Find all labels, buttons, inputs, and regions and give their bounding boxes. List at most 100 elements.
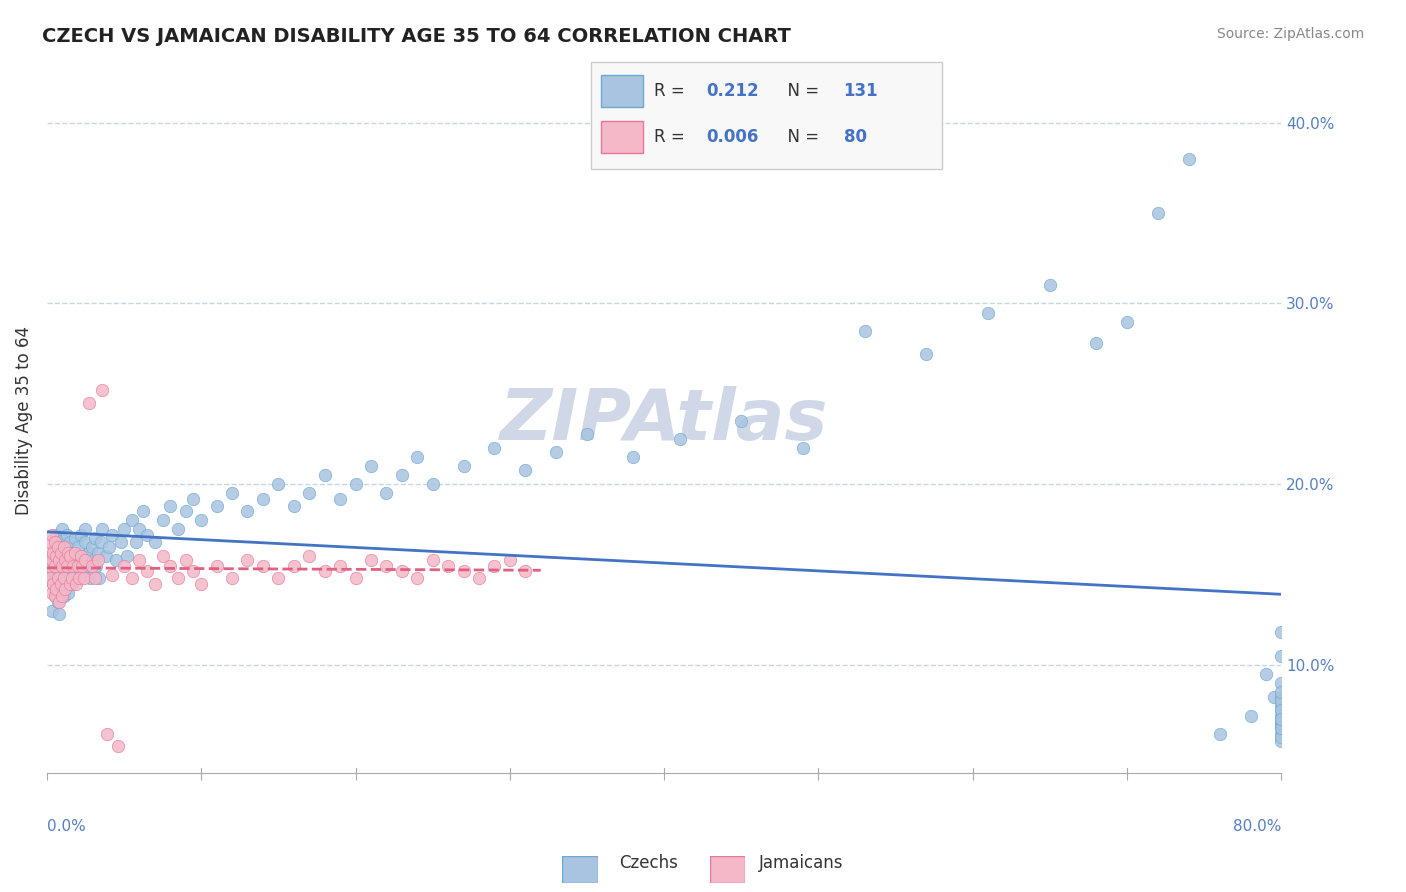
Point <box>1116 314 1139 328</box>
Point <box>49 532 72 546</box>
Point <box>42 576 65 591</box>
Point <box>298 486 321 500</box>
Point <box>730 414 752 428</box>
Text: R =: R = <box>654 82 690 100</box>
Point <box>1270 648 1292 663</box>
Point <box>63 546 86 560</box>
Point <box>41 553 63 567</box>
Point <box>48 553 70 567</box>
Text: N =: N = <box>776 82 824 100</box>
Point <box>283 499 305 513</box>
Point <box>65 571 87 585</box>
Point <box>314 564 336 578</box>
Point <box>152 513 174 527</box>
Point <box>236 504 259 518</box>
Point <box>58 585 80 599</box>
Point <box>94 549 117 564</box>
Point <box>80 541 103 555</box>
Point <box>1254 667 1277 681</box>
Point <box>1270 708 1292 723</box>
Point <box>45 549 67 564</box>
Point <box>183 564 205 578</box>
Point <box>69 528 91 542</box>
Point <box>56 558 79 573</box>
Point <box>112 558 135 573</box>
Point <box>51 576 73 591</box>
Point <box>100 567 122 582</box>
Point <box>52 562 75 576</box>
Point <box>1239 708 1261 723</box>
Point <box>1270 712 1292 726</box>
Point <box>76 558 98 573</box>
Point <box>499 553 522 567</box>
Point <box>37 546 59 560</box>
Point <box>59 549 82 564</box>
Point <box>167 522 190 536</box>
Point <box>66 558 89 573</box>
Point <box>45 582 67 596</box>
Point <box>344 571 367 585</box>
Point <box>39 535 62 549</box>
Point <box>1208 726 1230 740</box>
Point <box>44 541 66 555</box>
Point <box>37 558 59 573</box>
Point <box>56 528 79 542</box>
Point <box>167 571 190 585</box>
Point <box>375 558 398 573</box>
FancyBboxPatch shape <box>562 856 598 883</box>
Point <box>136 528 159 542</box>
Point <box>391 468 413 483</box>
Point <box>143 535 166 549</box>
Point <box>1270 690 1292 705</box>
Text: R =: R = <box>654 128 690 146</box>
Point <box>205 558 228 573</box>
Point <box>90 535 112 549</box>
Point <box>44 558 66 573</box>
Point <box>298 549 321 564</box>
Point <box>42 564 65 578</box>
Point <box>46 541 69 555</box>
Point <box>128 522 150 536</box>
Point <box>152 549 174 564</box>
Point <box>121 513 143 527</box>
Point <box>60 576 83 591</box>
Point <box>1270 625 1292 640</box>
Point <box>49 576 72 591</box>
Point <box>1270 715 1292 730</box>
Point <box>44 589 66 603</box>
FancyBboxPatch shape <box>602 75 644 107</box>
Point <box>136 564 159 578</box>
Point <box>39 571 62 585</box>
Point <box>131 504 153 518</box>
Point <box>52 589 75 603</box>
Point <box>252 491 274 506</box>
Point <box>1270 721 1292 735</box>
Point <box>360 553 382 567</box>
Point <box>41 528 63 542</box>
Point <box>44 535 66 549</box>
Text: Czechs: Czechs <box>619 855 678 872</box>
Text: 0.006: 0.006 <box>707 128 759 146</box>
Point <box>79 571 101 585</box>
Point <box>375 486 398 500</box>
Point <box>60 553 83 567</box>
Point <box>183 491 205 506</box>
Point <box>51 589 73 603</box>
Point <box>484 441 506 455</box>
Point <box>72 558 94 573</box>
Point <box>1270 685 1292 699</box>
Point <box>52 571 75 585</box>
Point <box>45 553 67 567</box>
Point <box>329 491 352 506</box>
Point <box>406 450 429 464</box>
Point <box>55 553 77 567</box>
Point <box>52 541 75 555</box>
Point <box>62 546 84 560</box>
Point <box>100 528 122 542</box>
Point <box>977 305 1000 319</box>
Point <box>67 558 90 573</box>
Point <box>1270 703 1292 717</box>
Point <box>1178 152 1201 166</box>
Point <box>159 558 181 573</box>
Point <box>391 564 413 578</box>
